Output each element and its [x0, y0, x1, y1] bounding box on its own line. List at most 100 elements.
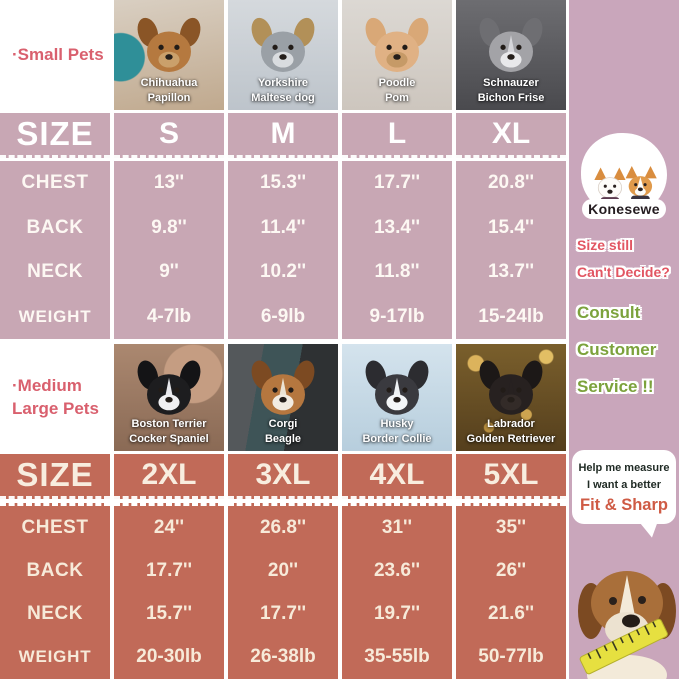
- cta-line: Customer: [577, 339, 657, 359]
- value-cell: 21.6'': [487, 603, 534, 625]
- speech-bubble: Help me measure I want a better Fit & Sh…: [572, 450, 676, 524]
- value-cell: 23.6'': [373, 559, 420, 581]
- photo-label: Labrador Golden Retriever: [466, 418, 556, 445]
- value-cell: 20.8'': [487, 172, 534, 194]
- photo-schnauzer-bichon: Schnauzer Bichon Frise: [456, 0, 566, 110]
- value-cell: 15.7'': [145, 603, 192, 625]
- photo-label: Husky Border Collie: [362, 418, 432, 445]
- row-label-neck: NECK: [27, 261, 83, 283]
- small-pets-section-title: ·Small Pets: [12, 44, 104, 64]
- brand-sidebar: Konesewe Size still Can't Decide? Consul…: [569, 0, 679, 679]
- fit-and-sharp-text: Fit & Sharp: [579, 496, 668, 514]
- column-header-4xl: 4XL: [342, 454, 452, 499]
- photo-label: Chihuahua Papillon: [140, 77, 198, 104]
- consult-customer-service-text: Consult Customer Service !!: [577, 303, 679, 397]
- values-column-5xl: 35'' 26'' 21.6'' 50-77lb: [456, 503, 566, 679]
- column-header-l: L: [342, 113, 452, 158]
- photo-yorkshire-maltese: Yorkshire Maltese dog: [228, 0, 338, 110]
- small-pets-photo-row: ·Small Pets Chihuahua Papillon Yorkshire M…: [0, 0, 566, 110]
- photo-label: Corgi Beagle: [264, 418, 302, 445]
- small-pets-size-header-row: SIZE S M L XL: [0, 113, 566, 158]
- value-cell: 13.7'': [487, 261, 534, 283]
- column-header-2xl: 2XL: [114, 454, 224, 499]
- values-column-s: 13'' 9.8'' 9'' 4-7lb: [114, 161, 224, 339]
- column-header-3xl: 3XL: [228, 454, 338, 499]
- value-cell: 13.4'': [373, 216, 420, 238]
- value-cell: 31'': [381, 516, 413, 538]
- value-cell: 26'': [495, 559, 527, 581]
- column-header-5xl: 5XL: [456, 454, 566, 499]
- values-column-m: 15.3'' 11.4'' 10.2'' 6-9lb: [228, 161, 338, 339]
- medium-large-pets-section-title: ·Medium Large Pets: [12, 376, 99, 418]
- medium-large-pets-size-header-row: SIZE 2XL 3XL 4XL 5XL: [0, 454, 566, 499]
- photo-corgi-beagle: Corgi Beagle: [228, 344, 338, 451]
- size-tables-area: ·Small Pets Chihuahua Papillon Yorkshire M…: [0, 0, 566, 679]
- cta-line: Service !!: [577, 376, 654, 396]
- measuring-tape-icon: [579, 618, 668, 675]
- value-cell: 19.7'': [373, 603, 420, 625]
- value-cell: 15-24lb: [478, 305, 544, 327]
- question-line: Size still: [577, 237, 634, 253]
- medium-large-pets-measurements: CHEST BACK NECK WEIGHT 24'' 17.7'' 15.7'…: [0, 503, 566, 679]
- value-cell: 9.8'': [151, 216, 187, 238]
- value-cell: 26-38lb: [250, 646, 316, 668]
- beagle-with-tape-icon: [578, 571, 676, 679]
- value-cell: 24'': [153, 516, 185, 538]
- photo-label: Boston Terrier Cocker Spaniel: [129, 418, 209, 445]
- value-cell: 26.8'': [259, 516, 306, 538]
- photo-boston-terrier-cocker-spaniel: Boston Terrier Cocker Spaniel: [114, 344, 224, 451]
- row-label-weight: WEIGHT: [18, 306, 92, 326]
- column-header-xl: XL: [456, 113, 566, 158]
- value-cell: 17.7'': [373, 172, 420, 194]
- value-cell: 15.4'': [487, 216, 534, 238]
- values-column-2xl: 24'' 17.7'' 15.7'' 20-30lb: [114, 503, 224, 679]
- column-header-m: M: [228, 113, 338, 158]
- size-header-cell: SIZE: [0, 113, 110, 158]
- value-cell: 11.8'': [374, 261, 420, 283]
- cta-line: Consult: [577, 302, 641, 322]
- photo-chihuahua-papillon: Chihuahua Papillon: [114, 0, 224, 110]
- beagle-measuring-tape-photo: [569, 549, 679, 679]
- values-column-4xl: 31'' 23.6'' 19.7'' 35-55lb: [342, 503, 452, 679]
- question-line: Can't Decide?: [577, 264, 670, 281]
- small-pets-measurements: CHEST BACK NECK WEIGHT 13'' 9.8'' 9'' 4-…: [0, 161, 566, 339]
- value-cell: 4-7lb: [146, 305, 192, 327]
- bubble-text-line: I want a better: [587, 478, 661, 491]
- photo-husky-border-collie: Husky Border Collie: [342, 344, 452, 451]
- row-label-weight: WEIGHT: [18, 647, 92, 667]
- brand-wordmark: Konesewe: [582, 199, 666, 219]
- medium-large-pets-photo-row: ·Medium Large Pets Boston Terrier Cocker …: [0, 344, 566, 451]
- photo-label: Poodle Pom: [378, 77, 416, 104]
- medium-large-pets-label-cell: ·Medium Large Pets: [0, 344, 110, 451]
- size-header-cell: SIZE: [0, 454, 110, 499]
- values-column-xl: 20.8'' 15.4'' 13.7'' 15-24lb: [456, 161, 566, 339]
- value-cell: 6-9lb: [260, 305, 306, 327]
- value-cell: 50-77lb: [478, 646, 544, 668]
- value-cell: 35-55lb: [364, 646, 430, 668]
- value-cell: 9'': [159, 261, 179, 283]
- row-label-back: BACK: [26, 216, 84, 238]
- column-header-s: S: [114, 113, 224, 158]
- row-labels-column: CHEST BACK NECK WEIGHT: [0, 503, 110, 679]
- photo-poodle-pom: Poodle Pom: [342, 0, 452, 110]
- photo-labrador-golden-retriever: Labrador Golden Retriever: [456, 344, 566, 451]
- photo-label: Yorkshire Maltese dog: [251, 77, 315, 104]
- value-cell: 17.7'': [259, 603, 306, 625]
- value-cell: 15.3'': [259, 172, 306, 194]
- bubble-text-line: Help me measure: [578, 462, 670, 474]
- row-label-chest: CHEST: [21, 516, 89, 538]
- row-labels-column: CHEST BACK NECK WEIGHT: [0, 161, 110, 339]
- value-cell: 9-17lb: [369, 305, 425, 327]
- size-question-text: Size still Can't Decide?: [577, 232, 679, 287]
- row-label-back: BACK: [26, 559, 84, 581]
- values-column-3xl: 26.8'' 20'' 17.7'' 26-38lb: [228, 503, 338, 679]
- value-cell: 20'': [267, 559, 299, 581]
- row-label-chest: CHEST: [21, 172, 89, 194]
- value-cell: 17.7'': [145, 559, 192, 581]
- value-cell: 20-30lb: [136, 646, 202, 668]
- row-label-neck: NECK: [27, 603, 83, 625]
- value-cell: 13'': [153, 172, 185, 194]
- small-pets-label-cell: ·Small Pets: [0, 0, 110, 110]
- photo-label: Schnauzer Bichon Frise: [477, 77, 545, 104]
